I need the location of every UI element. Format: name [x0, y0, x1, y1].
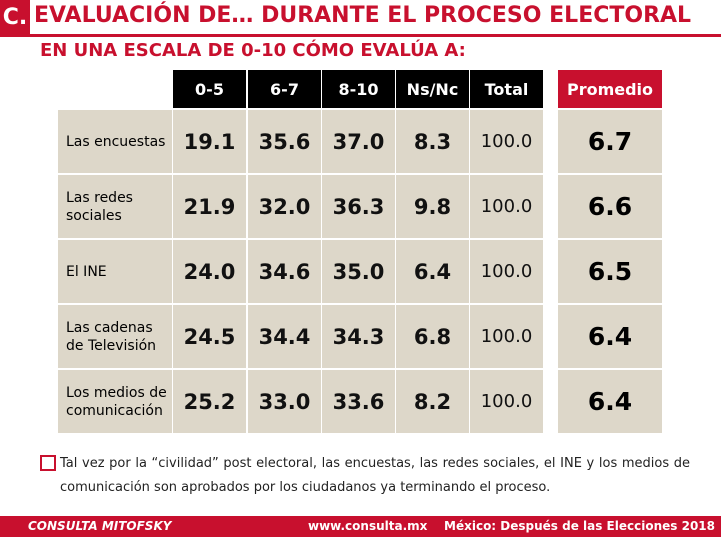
column-header: 0-5 — [173, 70, 246, 108]
average-header: Promedio — [558, 70, 662, 108]
note: Tal vez por la “civilidad” post electora… — [60, 456, 690, 495]
footer-study: México: Después de las Elecciones 2018 — [444, 519, 715, 533]
cell: 8.3 — [396, 110, 469, 173]
cell: 34.3 — [322, 305, 395, 368]
cell: 24.0 — [173, 240, 246, 303]
cell: 8.2 — [396, 370, 469, 433]
row-label: El INE — [58, 240, 172, 303]
section-letter: C. — [0, 0, 30, 34]
column-header: Ns/Nc — [396, 70, 469, 108]
cell: 100.0 — [470, 305, 543, 368]
row-label: Las cadenas de Televisión — [58, 305, 172, 368]
cell: 33.0 — [248, 370, 321, 433]
title: EVALUACIÓN DE… DURANTE EL PROCESO ELECTO… — [34, 3, 692, 28]
average-cell: 6.5 — [558, 240, 662, 303]
row-label: Las redes sociales — [58, 175, 172, 238]
column-header: 8-10 — [322, 70, 395, 108]
cell: 9.8 — [396, 175, 469, 238]
cell: 37.0 — [322, 110, 395, 173]
cell: 6.8 — [396, 305, 469, 368]
cell: 21.9 — [173, 175, 246, 238]
cell: 33.6 — [322, 370, 395, 433]
title-rule — [0, 34, 721, 37]
row-label: Los medios de comunicación — [58, 370, 172, 433]
cell: 24.5 — [173, 305, 246, 368]
cell: 32.0 — [248, 175, 321, 238]
label-header-blank — [58, 70, 173, 108]
bullet — [40, 455, 56, 471]
cell: 100.0 — [470, 240, 543, 303]
average-cell: 6.4 — [558, 370, 662, 433]
footer-brand: CONSULTA MITOFSKY — [28, 519, 172, 533]
column-header: 6-7 — [248, 70, 321, 108]
average-cell: 6.6 — [558, 175, 662, 238]
average-cell: 6.7 — [558, 110, 662, 173]
cell: 100.0 — [470, 110, 543, 173]
footer-url: www.consulta.mx — [308, 519, 428, 533]
cell: 34.6 — [248, 240, 321, 303]
cell: 6.4 — [396, 240, 469, 303]
cell: 100.0 — [470, 175, 543, 238]
cell: 100.0 — [470, 370, 543, 433]
cell: 19.1 — [173, 110, 246, 173]
cell: 34.4 — [248, 305, 321, 368]
average-cell: 6.4 — [558, 305, 662, 368]
column-header: Total — [470, 70, 543, 108]
cell: 35.6 — [248, 110, 321, 173]
cell: 35.0 — [322, 240, 395, 303]
row-label: Las encuestas — [58, 110, 172, 173]
cell: 25.2 — [173, 370, 246, 433]
cell: 36.3 — [322, 175, 395, 238]
footer-bar — [0, 516, 721, 537]
subtitle: EN UNA ESCALA DE 0-10 CÓMO EVALÚA A: — [40, 40, 466, 61]
